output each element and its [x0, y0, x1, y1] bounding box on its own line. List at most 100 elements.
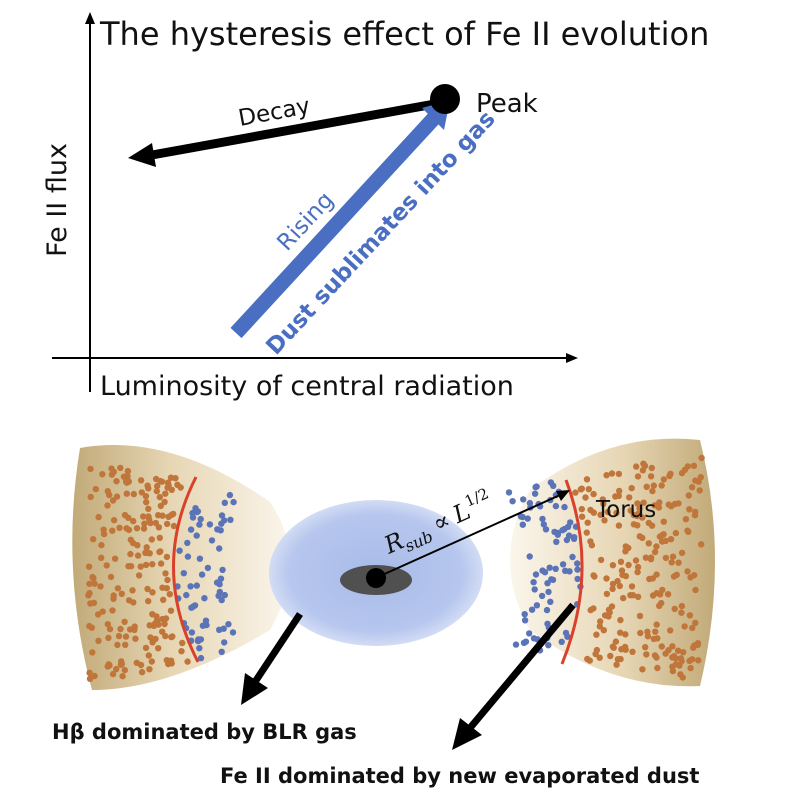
gas-particle: [574, 560, 581, 567]
gas-particle: [176, 547, 183, 554]
gas-particle: [184, 553, 192, 560]
dust-particle: [684, 463, 691, 470]
dust-particle: [600, 627, 607, 634]
dust-particle: [617, 616, 624, 624]
dust-particle: [658, 482, 665, 489]
dust-particle: [140, 525, 148, 532]
gas-particle: [519, 521, 526, 528]
dust-particle: [609, 580, 617, 588]
feii-label: Fe II dominated by new evaporated dust: [220, 764, 699, 788]
dust-particle: [86, 675, 94, 682]
gas-particle: [574, 575, 581, 583]
dust-particle: [85, 563, 93, 570]
gas-particle: [547, 598, 554, 605]
dust-particle: [184, 658, 191, 665]
dust-particle: [578, 513, 586, 520]
gas-particle: [546, 564, 553, 571]
gas-particle: [533, 602, 541, 609]
dust-particle: [87, 600, 94, 607]
gas-particle: [201, 595, 208, 602]
dust-particle: [616, 487, 623, 495]
dust-particle: [597, 618, 604, 625]
dust-particle: [667, 470, 674, 477]
dust-particle: [588, 542, 596, 549]
dust-particle: [672, 529, 680, 537]
dust-particle: [632, 557, 640, 564]
dust-particle: [114, 641, 121, 649]
top-panel: The hysteresis effect of Fe II evolution…: [42, 12, 709, 402]
dust-particle: [634, 522, 641, 529]
gas-particle: [230, 498, 237, 506]
dust-particle: [157, 560, 165, 567]
gas-particle: [543, 606, 551, 614]
gas-particle: [187, 583, 194, 590]
dust-particle: [616, 582, 623, 590]
dust-particle: [678, 602, 686, 610]
dust-particle: [155, 512, 162, 519]
dust-particle: [178, 648, 185, 655]
dust-particle: [684, 568, 691, 575]
dust-particle: [134, 552, 142, 559]
dust-particle: [129, 587, 136, 594]
dust-particle: [603, 590, 611, 598]
torus-label: Torus: [595, 497, 656, 523]
dust-particle: [127, 536, 134, 543]
dust-particle: [607, 652, 614, 660]
dust-particle: [637, 629, 644, 637]
gas-particle: [553, 538, 560, 545]
dust-particle: [170, 522, 178, 530]
gas-particle: [539, 515, 546, 523]
dust-particle: [578, 505, 585, 513]
dust-particle: [141, 520, 148, 527]
gas-particle: [561, 525, 568, 533]
hbeta-arrow: [241, 612, 303, 705]
dust-dots-right: [505, 454, 705, 681]
gas-particle: [542, 526, 550, 533]
dust-particle: [665, 501, 672, 508]
dust-particle: [116, 524, 123, 531]
dust-particle: [633, 463, 640, 470]
peak-label: Peak: [476, 89, 538, 119]
dust-particle: [142, 644, 150, 652]
dust-particle: [111, 555, 119, 562]
dust-particle: [660, 518, 667, 525]
dust-particle: [137, 477, 145, 484]
dust-particle: [161, 498, 168, 506]
dust-particle: [667, 627, 674, 634]
dust-particle: [142, 493, 150, 500]
dust-particle: [625, 561, 632, 569]
dust-particle: [148, 536, 155, 543]
gas-particle: [524, 515, 531, 522]
dust-particle: [590, 572, 597, 579]
dust-particle: [685, 492, 692, 499]
gas-particle: [551, 528, 558, 536]
dust-particle: [117, 625, 124, 633]
dust-particle: [629, 648, 636, 655]
sublimation-boundary-right: [560, 479, 584, 665]
gas-particle: [196, 521, 203, 528]
dust-particle: [655, 504, 663, 511]
gas-particle: [226, 491, 234, 499]
dust-particle: [155, 524, 163, 531]
diagram-title: The hysteresis effect of Fe II evolution: [99, 15, 709, 53]
dust-particle: [572, 489, 579, 496]
gas-particle: [539, 567, 546, 574]
dust-particle: [165, 513, 172, 520]
gas-particle: [571, 534, 578, 541]
dust-particle: [649, 592, 657, 599]
dust-particle: [161, 620, 168, 628]
dust-particle: [695, 478, 702, 485]
gas-particle: [530, 635, 538, 642]
gas-particle: [198, 571, 206, 578]
dust-particle: [695, 657, 702, 664]
dust-particle: [656, 602, 663, 609]
dust-particle: [578, 485, 585, 492]
dust-particle: [106, 491, 113, 499]
dust-particle: [162, 632, 169, 640]
dust-particle: [98, 541, 105, 549]
gas-particle: [519, 513, 526, 521]
gas-particle: [547, 479, 555, 486]
gas-particle: [531, 586, 538, 593]
dust-particle: [678, 549, 686, 556]
dust-particle: [156, 548, 163, 556]
